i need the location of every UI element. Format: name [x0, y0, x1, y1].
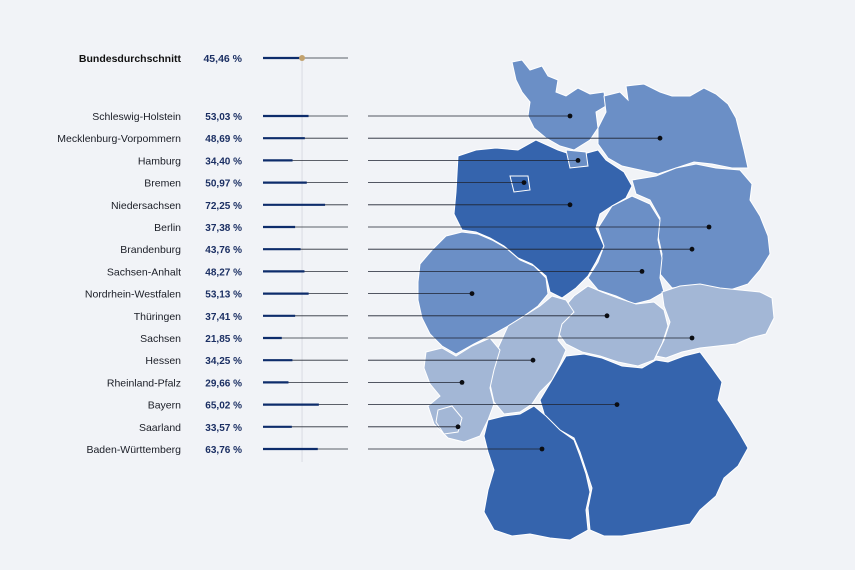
- category-label-saarland: Saarland: [139, 422, 181, 434]
- map-region-mecklenburg-vorpommern: [597, 83, 749, 175]
- value-label-thueringen: 37,41 %: [205, 312, 242, 323]
- state-rows: Schleswig-Holstein 53,03 % Mecklenburg-Vor…: [57, 111, 348, 456]
- category-label-rheinland-pfalz: Rheinland-Pfalz: [107, 377, 181, 389]
- category-label-thueringen: Thüringen: [134, 311, 181, 323]
- map-dot-niedersachsen: [567, 202, 573, 208]
- value-label-berlin: 37,38 %: [205, 223, 242, 234]
- category-label-sachsen: Sachsen: [140, 333, 181, 345]
- category-label-hamburg: Hamburg: [138, 155, 181, 167]
- value-label-brandenburg: 43,76 %: [205, 245, 242, 256]
- map-region-sachsen-anhalt: [587, 195, 665, 305]
- leader-lines: [368, 113, 712, 452]
- germany-map: [417, 59, 775, 541]
- value-label-hamburg: 34,40 %: [205, 156, 242, 167]
- category-label-niedersachsen: Niedersachsen: [111, 200, 181, 212]
- map-dot-sachsen: [689, 335, 695, 341]
- map-dot-bayern: [614, 402, 620, 407]
- map-region-sachsen: [655, 283, 775, 359]
- map-dot-schleswig-holstein: [567, 113, 573, 119]
- value-label-hessen: 34,25 %: [205, 356, 242, 367]
- category-label-schleswig-holstein: Schleswig-Holstein: [92, 111, 181, 123]
- category-label-brandenburg: Brandenburg: [120, 244, 181, 256]
- value-label-nordrhein-westfalen: 53,13 %: [205, 290, 242, 301]
- map-dot-rheinland-pfalz: [459, 380, 465, 385]
- value-label-bayern: 65,02 %: [205, 401, 242, 412]
- value-label-sachsen-anhalt: 48,27 %: [205, 267, 242, 278]
- map-region-bremen: [509, 175, 531, 193]
- value-label-baden-wuerttemberg: 63,76 %: [205, 445, 242, 456]
- average-row: Bundesdurchschnitt 45,46 %: [79, 53, 348, 65]
- map-dot-hessen: [530, 357, 536, 363]
- category-label-baden-wuerttemberg: Baden-Württemberg: [86, 444, 181, 456]
- map-dot-sachsen-anhalt: [639, 269, 645, 274]
- map-dot-bremen: [521, 180, 527, 186]
- map-dot-thueringen: [604, 313, 610, 319]
- average-label: Bundesdurchschnitt: [79, 53, 182, 65]
- value-label-schleswig-holstein: 53,03 %: [205, 112, 242, 123]
- value-label-saarland: 33,57 %: [205, 423, 242, 434]
- category-label-sachsen-anhalt: Sachsen-Anhalt: [107, 266, 181, 278]
- map-region-bayern: [539, 351, 749, 537]
- map-dot-berlin: [706, 224, 712, 230]
- map-dot-baden-wuerttemberg: [539, 446, 545, 452]
- value-label-rheinland-pfalz: 29,66 %: [205, 378, 242, 389]
- map-region-baden-wuerttemberg: [483, 405, 591, 541]
- average-marker: [299, 55, 306, 61]
- category-label-nordrhein-westfalen: Nordrhein-Westfalen: [85, 289, 181, 301]
- map-dot-nordrhein-westfalen: [469, 291, 475, 296]
- category-label-berlin: Berlin: [154, 222, 181, 234]
- category-label-bayern: Bayern: [148, 400, 181, 412]
- map-region-nordrhein-westfalen: [417, 231, 549, 355]
- average-value-label: 45,46 %: [203, 53, 242, 65]
- map-dot-hamburg: [575, 158, 581, 163]
- map-dot-brandenburg: [689, 246, 695, 252]
- value-label-niedersachsen: 72,25 %: [205, 201, 242, 212]
- map-dot-saarland: [455, 424, 461, 430]
- map-dot-mecklenburg-vorpommern: [657, 135, 663, 141]
- value-label-bremen: 50,97 %: [205, 179, 242, 190]
- category-label-mecklenburg-vorpommern: Mecklenburg-Vorpommern: [57, 133, 181, 145]
- value-label-mecklenburg-vorpommern: 48,69 %: [205, 134, 242, 145]
- category-label-bremen: Bremen: [144, 178, 181, 190]
- value-label-sachsen: 21,85 %: [205, 334, 242, 345]
- category-label-hessen: Hessen: [145, 355, 181, 367]
- map-region-schleswig-holstein: [511, 59, 607, 151]
